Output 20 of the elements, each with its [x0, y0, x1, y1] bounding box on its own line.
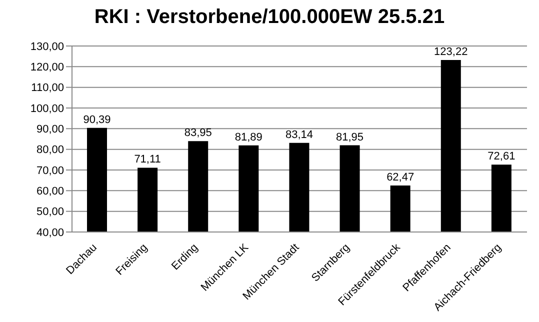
- y-tick-label: 50,00: [36, 206, 64, 218]
- data-label: 72,61: [488, 150, 516, 163]
- data-label: 62,47: [386, 172, 414, 184]
- data-label: 90,39: [83, 114, 111, 126]
- y-tick-label: 110,00: [31, 82, 64, 94]
- data-label: 83,14: [285, 128, 313, 141]
- data-label: 123,22: [434, 46, 468, 58]
- data-label: 83,95: [184, 127, 212, 140]
- chart-title: RKI : Verstorbene/100.000EW 25.5.21: [93, 6, 446, 30]
- y-tick-label: 100,00: [30, 102, 64, 115]
- y-tick-label: 130,00: [30, 40, 64, 53]
- y-tick-label: 90,00: [36, 124, 64, 136]
- y-tick-label: 60,00: [36, 186, 64, 198]
- data-label: 71,11: [134, 154, 161, 166]
- y-tick-label: 40,00: [36, 226, 64, 239]
- y-tick-label: 120,00: [30, 62, 64, 74]
- y-tick-label: 70,00: [36, 164, 64, 177]
- y-tick-label: 80,00: [36, 144, 64, 156]
- data-label: 81,95: [336, 131, 364, 144]
- data-label: 81,89: [234, 131, 262, 144]
